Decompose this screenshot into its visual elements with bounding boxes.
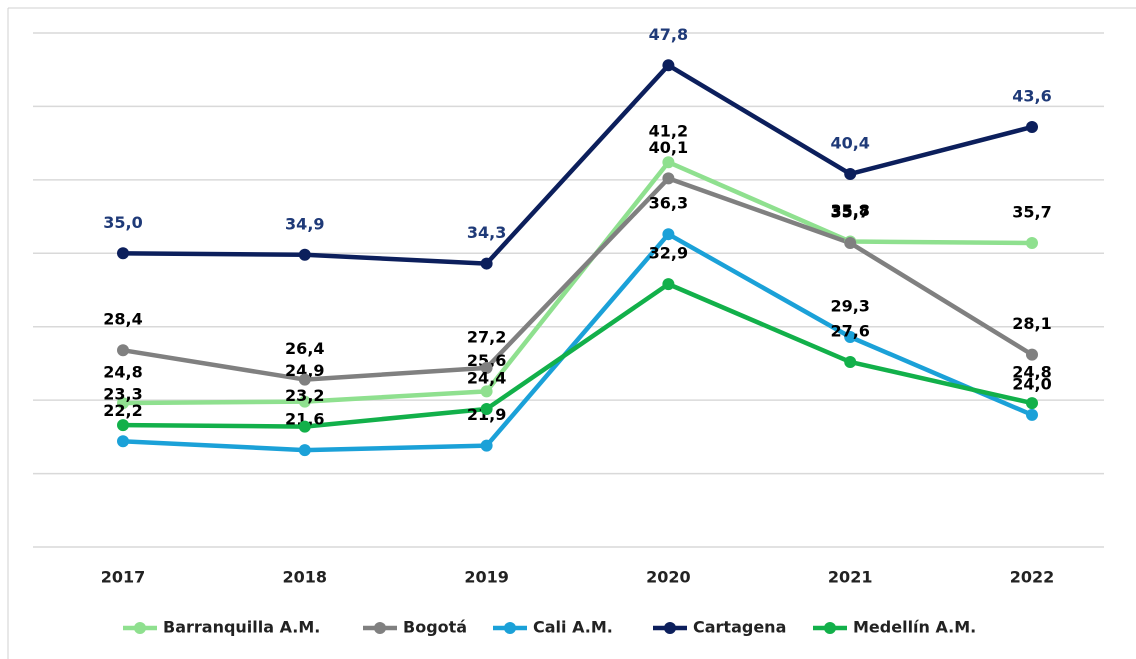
data-label: 24,8 bbox=[1012, 363, 1051, 382]
point bbox=[1026, 397, 1038, 410]
point bbox=[117, 419, 129, 432]
x-tick-label: 2019 bbox=[464, 568, 509, 587]
point bbox=[844, 237, 857, 250]
data-label: 24,8 bbox=[103, 363, 142, 382]
data-label: 22,2 bbox=[103, 401, 142, 420]
point bbox=[662, 172, 675, 185]
data-label: 24,9 bbox=[285, 361, 324, 380]
point bbox=[298, 373, 311, 386]
series-line bbox=[122, 176, 1034, 382]
data-label: 35,0 bbox=[103, 213, 142, 232]
point bbox=[844, 355, 857, 368]
point bbox=[117, 247, 129, 260]
data-label: 26,4 bbox=[285, 339, 324, 358]
data-label: 21,6 bbox=[285, 410, 324, 429]
x-tick-label: 2017 bbox=[101, 568, 146, 587]
data-label: 24,0 bbox=[1012, 374, 1051, 393]
point bbox=[480, 257, 493, 270]
data-label: 35,7 bbox=[830, 203, 869, 222]
point bbox=[298, 444, 311, 457]
series-line bbox=[122, 231, 1033, 453]
x-tick-label: 2018 bbox=[283, 568, 328, 587]
legend-marker bbox=[824, 622, 836, 634]
point bbox=[480, 385, 493, 398]
data-label: 34,3 bbox=[467, 223, 506, 242]
point bbox=[662, 156, 675, 169]
data-label: 47,8 bbox=[649, 25, 688, 44]
point bbox=[1026, 120, 1038, 133]
data-label: 27,2 bbox=[467, 327, 506, 346]
data-label: 40,1 bbox=[649, 138, 688, 157]
data-label: 25,6 bbox=[467, 351, 506, 370]
series-line bbox=[122, 159, 1033, 406]
data-label: 35,8 bbox=[830, 201, 869, 220]
legend-marker bbox=[664, 622, 676, 634]
point bbox=[662, 228, 675, 241]
point bbox=[844, 167, 857, 180]
legend-label: Cartagena bbox=[693, 618, 786, 637]
point bbox=[480, 361, 493, 374]
point bbox=[480, 402, 493, 415]
data-label: 23,3 bbox=[103, 385, 142, 404]
data-label: 28,1 bbox=[1012, 314, 1051, 333]
point bbox=[298, 420, 311, 433]
legend-label: Cali A.M. bbox=[533, 618, 613, 637]
data-label: 34,9 bbox=[285, 214, 324, 233]
data-label: 36,3 bbox=[649, 194, 688, 213]
series-line bbox=[122, 63, 1033, 266]
point bbox=[662, 278, 675, 291]
x-tick-label: 2021 bbox=[828, 568, 873, 587]
legend-marker bbox=[374, 622, 386, 634]
point bbox=[480, 439, 493, 452]
data-label: 35,7 bbox=[1012, 203, 1051, 222]
data-label: 41,2 bbox=[649, 122, 688, 141]
point bbox=[662, 59, 675, 72]
legend-label: Barranquilla A.M. bbox=[163, 618, 320, 637]
data-label: 23,2 bbox=[285, 386, 324, 405]
data-label: 24,4 bbox=[467, 368, 506, 387]
point bbox=[298, 248, 311, 261]
point bbox=[1026, 348, 1038, 361]
point bbox=[1026, 408, 1038, 421]
point bbox=[117, 344, 129, 357]
data-label: 43,6 bbox=[1012, 86, 1051, 105]
legend-label: Medellín A.M. bbox=[853, 618, 976, 637]
legend-marker bbox=[134, 622, 146, 634]
legend-marker bbox=[504, 622, 516, 634]
point bbox=[117, 435, 129, 448]
series-line bbox=[122, 281, 1033, 429]
x-tick-label: 2020 bbox=[646, 568, 691, 587]
point bbox=[844, 330, 857, 343]
data-label: 40,4 bbox=[830, 133, 869, 152]
point bbox=[298, 395, 311, 408]
data-label: 28,4 bbox=[103, 310, 142, 329]
x-tick-label: 2022 bbox=[1010, 568, 1055, 587]
data-label: 29,3 bbox=[830, 296, 869, 315]
point bbox=[117, 397, 129, 410]
data-label: 27,6 bbox=[830, 321, 869, 340]
legend-label: Bogotá bbox=[403, 618, 467, 637]
data-label: 32,9 bbox=[649, 244, 688, 263]
point bbox=[1026, 237, 1038, 250]
